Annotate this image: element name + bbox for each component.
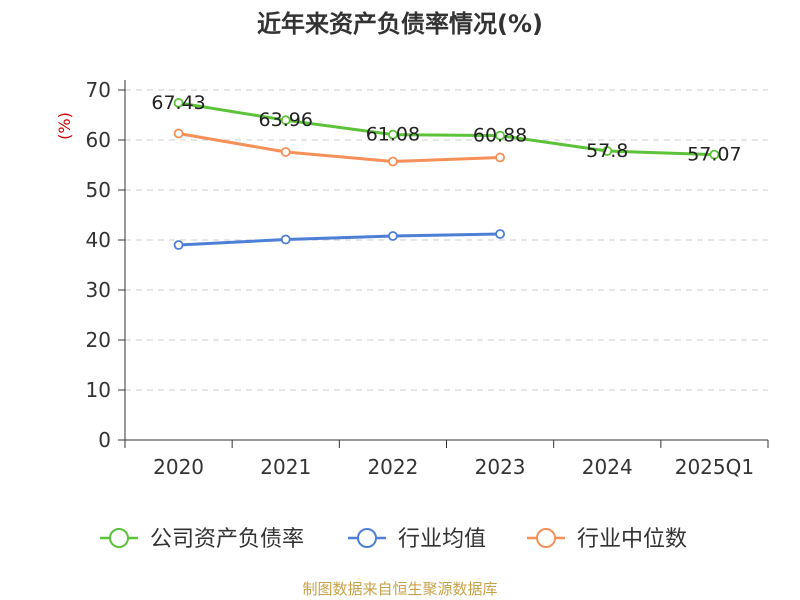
legend-marker [109, 528, 129, 548]
data-point [280, 115, 291, 126]
x-tick-label: 2023 [475, 455, 526, 479]
y-tick-label: 20 [86, 328, 111, 352]
y-axis-title: (%) [55, 112, 74, 140]
data-point [495, 152, 505, 163]
legend-marker [357, 528, 377, 548]
x-tick-label: 2020 [153, 455, 204, 479]
grid-lines [125, 89, 768, 391]
y-tick-label: 30 [86, 278, 111, 302]
data-point [495, 229, 505, 239]
legend-label: 行业均值 [398, 527, 486, 552]
legend-item[interactable]: 行业中位数 [527, 527, 687, 552]
x-tick-label: 2021 [260, 455, 311, 479]
data-label: 57.07 [687, 144, 741, 166]
y-tick-label: 70 [86, 78, 111, 102]
axes: 0 10 20 30 40 50 60 70 (%) 2020 2021 2022 2023 2024 20… [55, 78, 769, 479]
data-point [280, 234, 291, 245]
data-point [173, 128, 184, 139]
legend-item[interactable]: 行业均值 [348, 527, 486, 552]
x-tick-label: 2024 [582, 455, 633, 479]
data-point [173, 97, 184, 108]
data-point [495, 130, 505, 141]
data-point [709, 149, 720, 160]
y-tick-label: 0 [98, 428, 111, 452]
legend-item[interactable]: 公司资产负债率 [100, 527, 304, 552]
data-label: 67.43 [151, 92, 205, 114]
data-label: 63.96 [259, 109, 313, 131]
y-tick-label: 10 [86, 378, 111, 402]
series-lines [173, 97, 720, 250]
series-line-2 [178, 132, 501, 163]
source-note: 制图数据来自恒生聚源数据库 [302, 580, 498, 598]
legend-marker [536, 528, 556, 548]
legend[interactable]: 公司资产负债率 行业均值 行业中位数 [100, 527, 687, 552]
y-tick-label: 50 [86, 178, 111, 202]
chart-title: 近年来资产负债率情况(%) [257, 10, 543, 38]
x-tick-label: 2025Q1 [675, 455, 754, 479]
legend-label: 公司资产负债率 [150, 527, 304, 552]
data-point [280, 147, 291, 157]
series-line-1 [178, 232, 501, 247]
y-tick-label: 60 [86, 128, 111, 152]
data-label: 60.88 [473, 125, 527, 147]
y-tick-label: 40 [86, 228, 111, 252]
data-point [388, 129, 398, 140]
data-point [388, 156, 398, 167]
data-labels: 67.43 63.96 61.08 60.88 57.8 57.07 [151, 92, 741, 166]
x-tick-label: 2022 [367, 455, 418, 479]
legend-label: 行业中位数 [577, 527, 687, 552]
data-point [388, 231, 398, 241]
data-point [602, 146, 613, 156]
data-point [173, 240, 184, 250]
data-label: 61.08 [366, 124, 420, 146]
series-line-0 [178, 101, 715, 157]
data-label: 57.8 [586, 140, 628, 162]
